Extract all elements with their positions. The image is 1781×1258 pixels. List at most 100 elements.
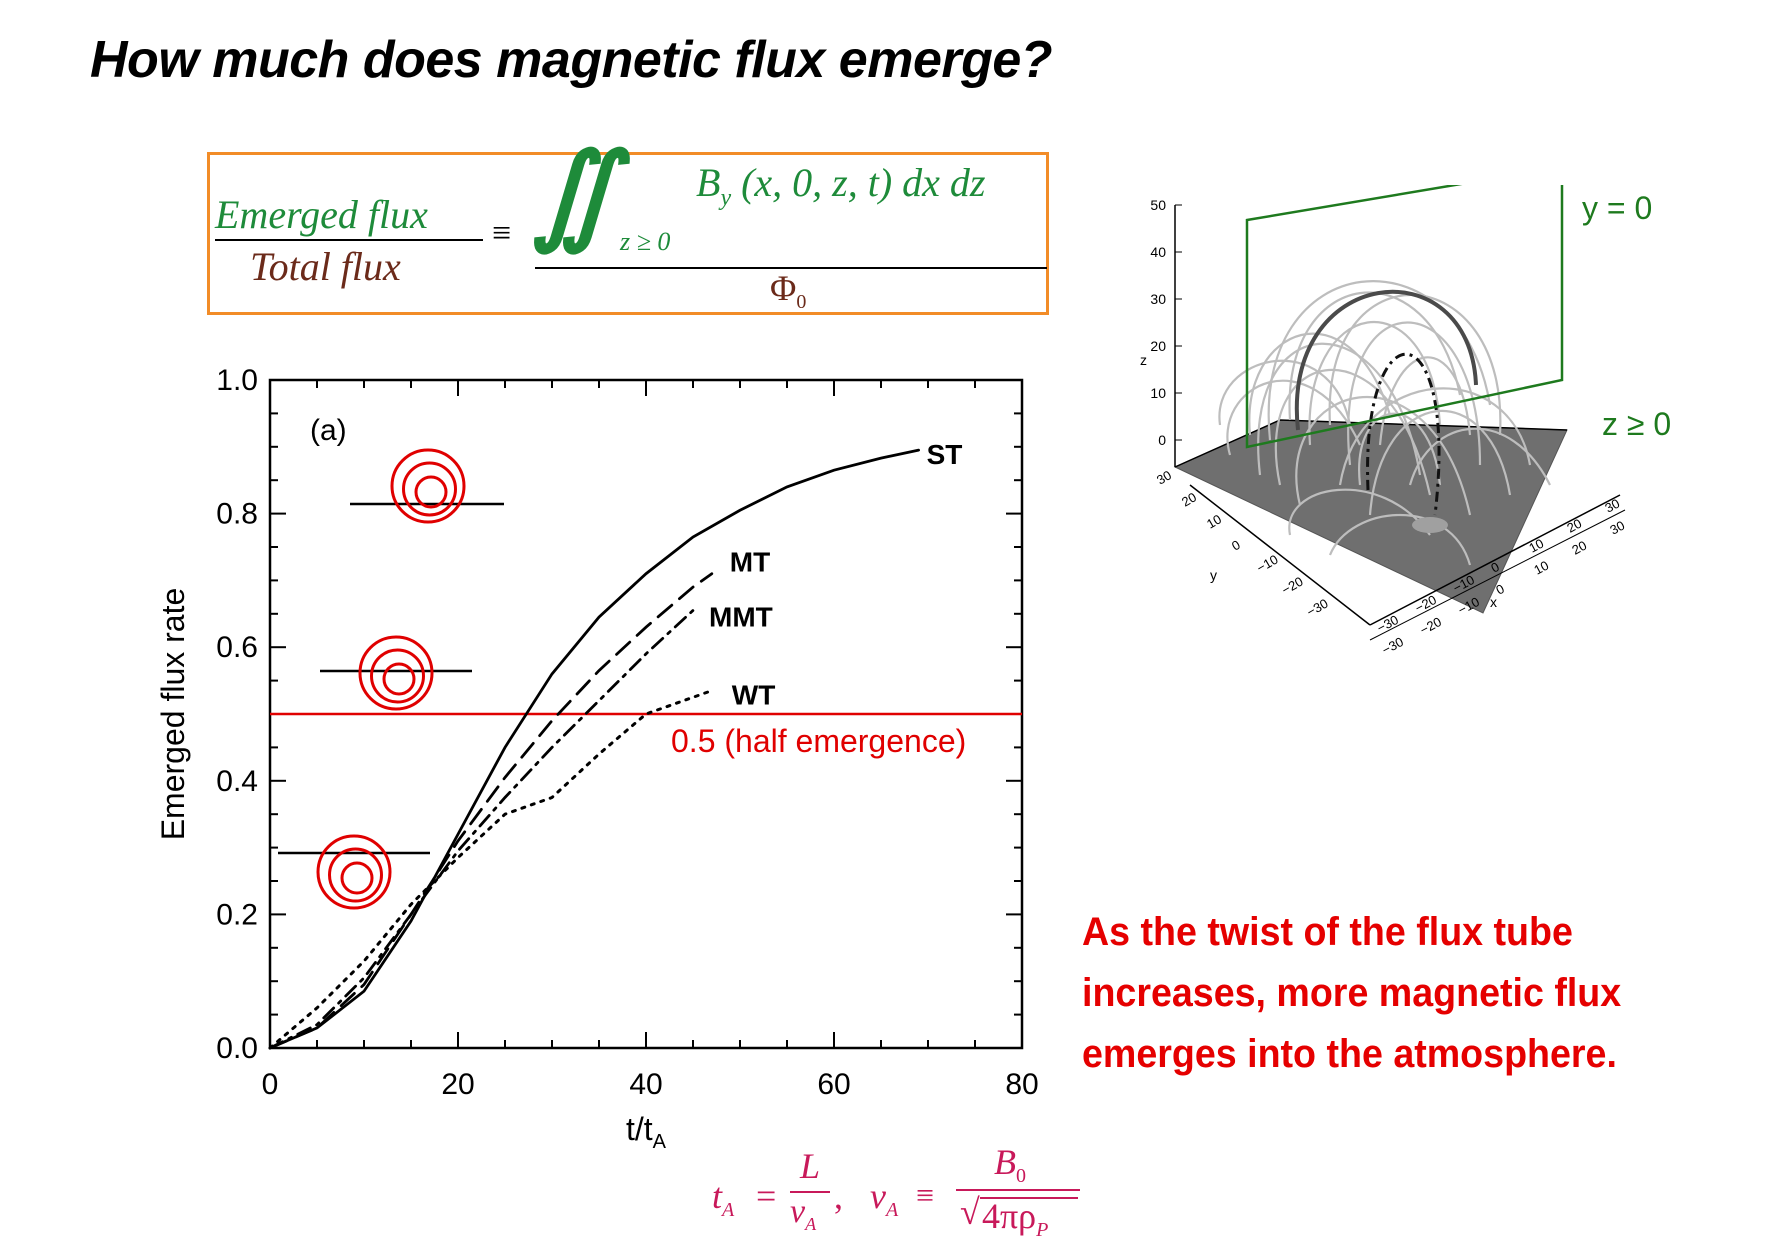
phi-symbol: Φ: [770, 268, 797, 308]
series-line-mt: [268, 572, 714, 1050]
field-line: [1328, 513, 1472, 566]
field-line: [1347, 321, 1482, 466]
y-tick-label: 0.8: [216, 498, 258, 531]
z-tick-label: 40: [1150, 244, 1166, 260]
field-line: [1288, 291, 1462, 421]
tube-cross-section-ring: [402, 461, 457, 517]
y-tick-label: −30: [1304, 596, 1331, 620]
axis-field-line-inner: [1366, 352, 1441, 516]
z-tick-label: 30: [1150, 291, 1166, 307]
field-line: [1226, 379, 1362, 456]
floor-plane: [1173, 419, 1568, 614]
ta-sub: A: [722, 1199, 735, 1222]
x-tick-label: 0: [262, 1068, 279, 1101]
x-tick-label: 10: [1526, 536, 1546, 556]
field-line: [1218, 359, 1352, 426]
va-symbol: v: [870, 1176, 886, 1216]
x-tick-label-2: 10: [1531, 558, 1551, 578]
x-tick-label: −20: [1412, 592, 1439, 616]
y-axis-front: [1189, 484, 1371, 626]
ta-L: L: [800, 1146, 821, 1186]
footpoint-blob: [1412, 517, 1448, 533]
y-tick-label: 20: [1179, 489, 1199, 509]
x-tick-label-2: 20: [1569, 538, 1589, 558]
tube-cross-section-ring: [390, 448, 466, 524]
field-line: [1308, 320, 1442, 446]
axis-field-line-outer: [1294, 289, 1478, 431]
x-tick-label: 40: [629, 1068, 662, 1101]
ta-vA-sub: A: [805, 1213, 817, 1234]
sqrt-sub: P: [1036, 1219, 1049, 1242]
formula-lhs-denominator: Total flux: [250, 244, 401, 289]
integrand-args: (x, 0, z, t) dx dz: [741, 160, 986, 205]
z-tick-label: 10: [1150, 385, 1166, 401]
formula-rhs-fraction-bar: [535, 267, 1047, 269]
series-label-mmt: MMT: [709, 601, 773, 632]
va-sub: A: [885, 1199, 899, 1222]
va-equiv: ≡: [916, 1177, 935, 1213]
y-tick-label: 0.4: [216, 765, 258, 798]
formula-lhs-fraction-bar: [215, 239, 483, 241]
integrand-b: B: [696, 160, 721, 205]
x-axis-label: t/tA: [626, 1111, 667, 1153]
series-line-wt: [268, 689, 714, 1050]
b0-sub: 0: [1016, 1165, 1026, 1188]
sqrt-overline: [980, 1197, 1078, 1199]
panel-label: (a): [310, 414, 347, 447]
field-line: [1257, 342, 1422, 476]
y0-plane-frame: [1245, 185, 1564, 449]
series-line-st: [268, 448, 920, 1050]
x-tick-label: 80: [1005, 1068, 1038, 1101]
formula-integral-limit: z ≥ 0: [620, 227, 671, 256]
x-axis-front: [1369, 494, 1621, 626]
field-line: [1338, 387, 1532, 486]
series-label-mt: MT: [730, 547, 770, 578]
formula-double-integral: ∬: [532, 135, 618, 254]
ta-symbol: t: [712, 1176, 723, 1216]
field-line: [1274, 368, 1432, 496]
va-fraction-bar: [956, 1189, 1080, 1191]
field-line: [1288, 488, 1431, 536]
formula-lhs-numerator: Emerged flux: [215, 192, 428, 237]
y-axis-label: y: [1210, 567, 1217, 583]
sqrt-sign: √: [960, 1192, 980, 1232]
sqrt-body: 4πρ: [982, 1196, 1037, 1236]
flux-tube-3d-figure: 50403020100z3020100−10−20−30y−30−30−20−2…: [1140, 185, 1671, 655]
z-tick-label: 20: [1150, 338, 1166, 354]
field-line: [1295, 395, 1472, 516]
y0-plane-label: y = 0: [1582, 190, 1652, 226]
half-emergence-label: 0.5 (half emergence): [671, 723, 966, 759]
tube-cross-section-ring: [328, 847, 383, 903]
field-line: [1248, 332, 1392, 436]
field-line: [1267, 280, 1492, 441]
integrand-sub: y: [720, 185, 732, 211]
tube-cross-section-ring: [340, 861, 374, 895]
ta-comma: ,: [834, 1176, 843, 1216]
x-tick-label-2: 30: [1607, 518, 1627, 538]
y-tick-label: 30: [1154, 467, 1174, 487]
z-axis-label: z: [1140, 352, 1147, 368]
field-line: [1378, 356, 1472, 446]
y-axis-label: Emerged flux rate: [155, 588, 191, 841]
series-label-st: ST: [927, 439, 963, 470]
tube-cross-section-ring: [382, 662, 416, 696]
formula-equiv-sign: ≡: [492, 215, 512, 252]
y-tick-label: 0.6: [216, 631, 258, 664]
slide-title: How much does magnetic flux emerge?: [90, 31, 1053, 89]
tube-cross-section-ring: [370, 648, 425, 704]
z-tick-label: 0: [1158, 432, 1166, 448]
y-tick-label: 0: [1229, 537, 1243, 554]
y-tick-label: −10: [1254, 552, 1281, 576]
conclusion-note: As the twist of the flux tube increases,…: [1082, 910, 1622, 1076]
b0-symbol: B: [994, 1142, 1016, 1182]
fig3d-root: 50403020100z3020100−10−20−30y−30−30−20−2…: [1140, 185, 1671, 655]
z-positive-label: z ≥ 0: [1602, 406, 1671, 442]
y-tick-label: −20: [1279, 574, 1306, 598]
y-tick-label: 10: [1204, 511, 1224, 531]
alfven-time-formula: tA = L vA , vA ≡ B0 √ 4πρP: [712, 1142, 1092, 1245]
tube-cross-section-ring: [316, 834, 392, 910]
x-tick-label: 20: [1564, 516, 1584, 536]
ta-fraction-bar: [790, 1191, 830, 1193]
chart-root: 0 20 40 60 80 0.0 0.2 0.4 0.6 0.8 1.0 t/tA Emerged f…: [155, 364, 1039, 1153]
